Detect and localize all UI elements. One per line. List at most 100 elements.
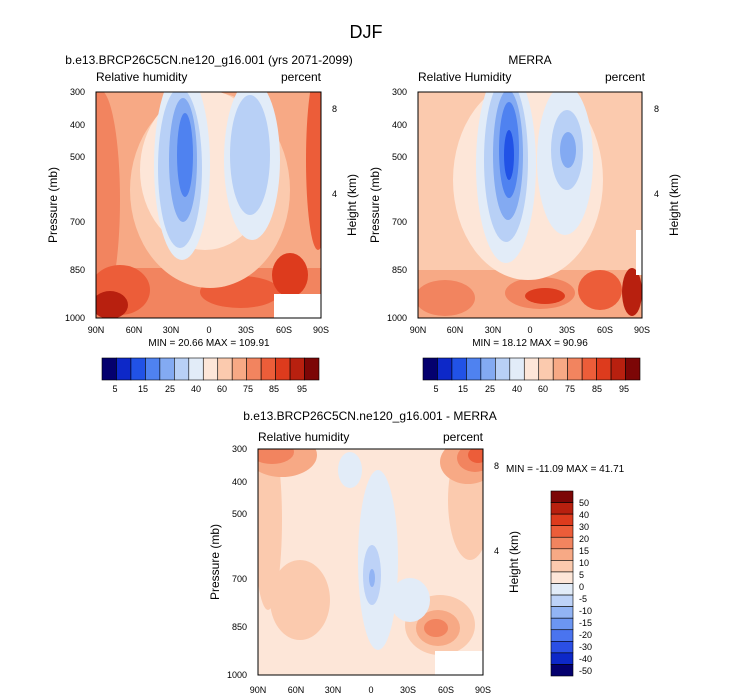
y2-tick-label: 4 (494, 546, 499, 556)
colorbar (422, 357, 641, 381)
x-tick-label: 30S (238, 325, 254, 335)
colorbar-label: 5 (433, 384, 438, 394)
y-tick-label: 1000 (387, 313, 407, 323)
variable-label: Relative Humidity (418, 70, 511, 84)
panel-title: b.e13.BRCP26C5CN.ne120_g16.001 (yrs 2071… (65, 53, 353, 67)
colorbar-swatch (304, 357, 320, 381)
x-tick-label: 90N (410, 325, 427, 335)
colorbar-swatch (275, 357, 291, 381)
colorbar (550, 490, 574, 677)
y2-tick-label: 8 (494, 461, 499, 471)
x-tick-label: 60N (288, 685, 305, 695)
y-tick-label: 500 (392, 152, 407, 162)
colorbar-label: 40 (191, 384, 201, 394)
colorbar-label: -10 (579, 606, 592, 616)
x-tick-label: 60N (447, 325, 464, 335)
x-tick-label: 60S (597, 325, 613, 335)
x-tick-label: 30N (485, 325, 502, 335)
y-tick-label: 300 (392, 87, 407, 97)
figure-title: DJF (350, 22, 383, 42)
colorbar-swatch (550, 502, 574, 515)
variable-label: Relative humidity (96, 70, 187, 84)
colorbar-swatch (159, 357, 175, 381)
y-tick-label: 400 (232, 477, 247, 487)
y-tick-label: 700 (392, 217, 407, 227)
colorbar-swatch (550, 525, 574, 538)
colorbar-swatch (101, 357, 117, 381)
colorbar-swatch (217, 357, 233, 381)
y-tick-label: 700 (70, 217, 85, 227)
colorbar-label: 60 (538, 384, 548, 394)
colorbar-swatch (550, 652, 574, 665)
y-tick-label: 400 (70, 120, 85, 130)
colorbar-swatch (596, 357, 612, 381)
colorbar-swatch (231, 357, 247, 381)
colorbar-swatch (116, 357, 132, 381)
x-tick-label: 90N (88, 325, 105, 335)
x-tick-label: 90S (634, 325, 650, 335)
y-tick-label: 850 (232, 622, 247, 632)
colorbar-swatch (550, 513, 574, 526)
panel-title: MERRA (508, 53, 551, 67)
colorbar-label: 75 (565, 384, 575, 394)
colorbar-swatch (437, 357, 453, 381)
colorbar-swatch (550, 617, 574, 631)
colorbar-swatch (523, 357, 540, 381)
colorbar-swatch (451, 357, 467, 381)
colorbar-swatch (550, 664, 574, 677)
colorbar-label: 30 (579, 522, 589, 532)
x-tick-label: 0 (206, 325, 211, 335)
y-tick-label: 700 (232, 574, 247, 584)
x-tick-label: 60S (438, 685, 454, 695)
min-max-stats: MIN = 18.12 MAX = 90.96 (472, 338, 588, 349)
colorbar-label: 5 (112, 384, 117, 394)
colorbar-swatch (550, 629, 574, 642)
y2-tick-label: 4 (654, 189, 659, 199)
colorbar-label: 50 (579, 498, 589, 508)
colorbar-swatch (422, 357, 438, 381)
colorbar-swatch (174, 357, 190, 381)
colorbar (101, 357, 320, 381)
colorbar-swatch (202, 357, 219, 381)
y2-axis-label: Height (km) (345, 174, 359, 236)
x-tick-label: 60N (126, 325, 143, 335)
y-tick-label: 850 (70, 265, 85, 275)
colorbar-label: 10 (579, 558, 589, 568)
colorbar-swatch (260, 357, 276, 381)
colorbar-swatch (550, 594, 574, 607)
colorbar-label: 95 (297, 384, 307, 394)
x-tick-label: 30S (559, 325, 575, 335)
colorbar-label: -5 (579, 594, 587, 604)
y-tick-label: 500 (232, 509, 247, 519)
y-tick-label: 1000 (227, 670, 247, 680)
contour-field (96, 92, 321, 318)
colorbar-swatch (495, 357, 511, 381)
panel-difference: b.e13.BRCP26C5CN.ne120_g16.001 - MERRA R… (208, 409, 625, 695)
plot-frame (95, 91, 322, 319)
y2-axis-label: Height (km) (667, 174, 681, 236)
panel-model: b.e13.BRCP26C5CN.ne120_g16.001 (yrs 2071… (46, 53, 359, 394)
colorbar-swatch (550, 560, 574, 573)
colorbar-swatch (466, 357, 482, 381)
x-tick-label: 0 (368, 685, 373, 695)
colorbar-swatch (550, 641, 574, 654)
colorbar-label: 95 (619, 384, 629, 394)
colorbar-label: 85 (269, 384, 279, 394)
x-tick-label: 30N (325, 685, 342, 695)
x-tick-label: 60S (276, 325, 292, 335)
y-tick-label: 1000 (65, 313, 85, 323)
variable-label: Relative humidity (258, 430, 349, 444)
colorbar-label: 15 (458, 384, 468, 394)
min-max-stats: MIN = 20.66 MAX = 109.91 (148, 338, 270, 349)
units-label: percent (281, 70, 322, 84)
y-tick-label: 400 (392, 120, 407, 130)
x-tick-label: 30S (400, 685, 416, 695)
colorbar-label: 25 (165, 384, 175, 394)
colorbar-label: -40 (579, 654, 592, 664)
y-tick-label: 500 (70, 152, 85, 162)
colorbar-label: 75 (243, 384, 253, 394)
contour-field (258, 449, 483, 675)
colorbar-swatch (246, 357, 262, 381)
units-label: percent (443, 430, 484, 444)
